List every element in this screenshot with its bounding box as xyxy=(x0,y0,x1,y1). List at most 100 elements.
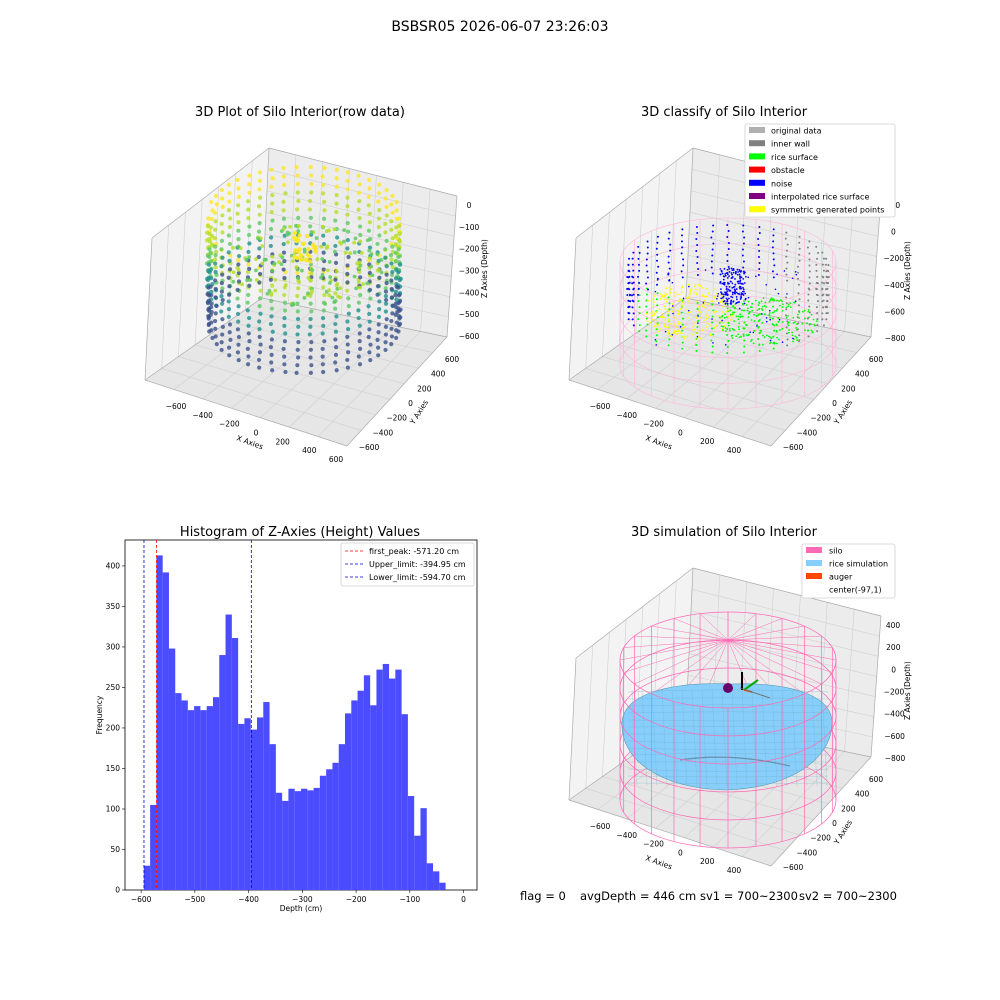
data-point xyxy=(797,304,800,307)
data-point xyxy=(322,208,327,213)
data-point xyxy=(214,202,219,207)
grid-line xyxy=(263,254,450,298)
z-tick-label: −500 xyxy=(459,310,480,319)
data-point xyxy=(307,254,312,259)
z-tick-label: 0 xyxy=(467,201,472,210)
data-point xyxy=(678,293,681,296)
data-point xyxy=(689,310,692,313)
data-point xyxy=(736,273,739,276)
data-point xyxy=(744,297,747,300)
data-point xyxy=(680,234,683,237)
histogram-bar xyxy=(294,791,301,890)
data-point xyxy=(771,246,774,249)
legend-label: silo xyxy=(829,547,843,556)
data-point xyxy=(773,329,776,332)
data-point xyxy=(703,299,706,302)
data-point xyxy=(257,212,262,217)
data-point xyxy=(388,253,394,258)
data-point xyxy=(711,315,714,318)
data-point xyxy=(785,316,788,319)
data-point xyxy=(638,251,641,254)
data-point xyxy=(748,311,751,314)
x-tick-label: −100 xyxy=(400,895,421,904)
data-point xyxy=(258,288,263,293)
data-point xyxy=(753,313,755,316)
data-point xyxy=(321,369,326,375)
surface-shade xyxy=(679,756,791,767)
data-point xyxy=(772,228,775,231)
x-tick-label: −400 xyxy=(616,411,637,420)
data-point xyxy=(727,248,730,250)
data-point xyxy=(219,187,224,193)
data-point xyxy=(771,323,774,325)
data-point xyxy=(236,304,241,309)
data-point xyxy=(226,299,231,304)
z-tick-label: −400 xyxy=(884,281,905,290)
data-point xyxy=(757,304,760,307)
data-point xyxy=(235,177,240,183)
data-point xyxy=(680,252,683,255)
legend-label: symmetric generated points xyxy=(771,206,884,215)
x-tick-label: 200 xyxy=(276,437,291,446)
data-point xyxy=(308,292,313,296)
data-point xyxy=(309,181,314,187)
box-edge xyxy=(870,615,882,758)
data-point xyxy=(281,267,286,272)
data-point xyxy=(213,334,218,339)
z-tick-label: −300 xyxy=(459,267,480,276)
data-point xyxy=(734,290,737,293)
data-point xyxy=(773,264,776,267)
data-point xyxy=(309,230,314,234)
data-point xyxy=(742,327,745,330)
data-point xyxy=(213,193,219,198)
data-point xyxy=(270,329,275,334)
data-point xyxy=(383,221,388,227)
data-point xyxy=(807,329,809,332)
data-point xyxy=(213,244,218,249)
data-point xyxy=(758,343,761,346)
data-point xyxy=(236,194,242,199)
data-point xyxy=(709,333,712,336)
data-point xyxy=(785,231,788,234)
data-point xyxy=(246,323,251,328)
data-point xyxy=(738,293,741,295)
data-point xyxy=(377,233,382,238)
data-point xyxy=(824,305,827,308)
data-point xyxy=(638,281,641,284)
data-point xyxy=(321,267,326,272)
data-point xyxy=(257,221,262,226)
histogram-bar xyxy=(376,669,383,890)
data-point xyxy=(778,300,780,302)
data-point xyxy=(645,264,648,267)
data-point xyxy=(699,316,701,319)
grid-line xyxy=(161,367,362,431)
data-point xyxy=(797,292,800,295)
data-point xyxy=(687,311,690,314)
data-point xyxy=(319,275,323,280)
data-point xyxy=(710,300,713,303)
data-point xyxy=(654,312,656,315)
data-point xyxy=(646,252,649,255)
y-tick-label: 200 xyxy=(841,804,856,813)
classify-plot-z-label: Z Axies (Depth) xyxy=(903,241,912,300)
data-point xyxy=(256,229,262,234)
data-point xyxy=(334,314,339,319)
data-point xyxy=(710,305,713,308)
data-point xyxy=(825,293,828,296)
data-point xyxy=(655,298,658,301)
data-point xyxy=(338,295,343,300)
data-point xyxy=(282,300,288,305)
data-point xyxy=(722,278,725,281)
data-point xyxy=(367,256,372,261)
data-point xyxy=(236,186,241,191)
data-point xyxy=(677,300,679,302)
data-point xyxy=(655,344,658,346)
data-point xyxy=(797,277,800,280)
data-point xyxy=(711,254,714,257)
data-point xyxy=(637,300,640,303)
data-point xyxy=(393,242,398,247)
data-point xyxy=(711,230,714,233)
data-point xyxy=(816,275,819,278)
